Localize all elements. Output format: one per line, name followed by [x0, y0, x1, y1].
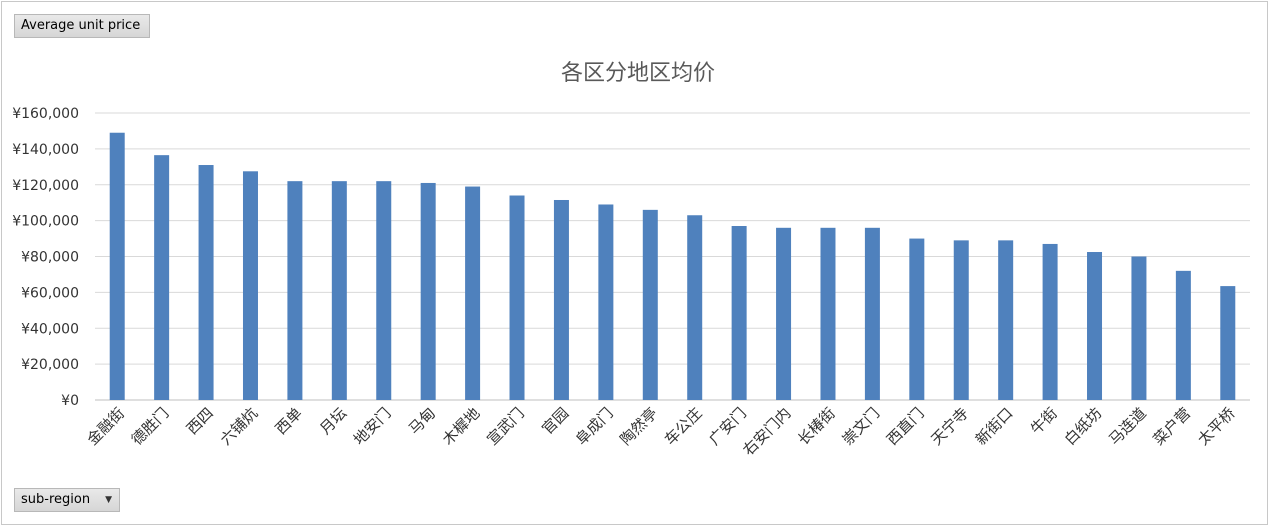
y-tick-label: ¥20,000 [21, 357, 79, 373]
bar[interactable] [287, 181, 303, 400]
bar[interactable] [953, 240, 969, 400]
bar[interactable] [331, 181, 347, 400]
x-tick-label: 西四 [183, 404, 217, 438]
bar[interactable] [109, 132, 125, 400]
bar[interactable] [687, 215, 703, 400]
x-tick-label: 崇文门 [839, 404, 884, 449]
x-tick-label: 陶然亭 [617, 404, 662, 449]
x-tick-label: 牛街 [1027, 404, 1061, 438]
x-axis-tick-labels: 金融街 德胜门 西四 六铺炕 西单 月坛 地安门 马甸 木樨地 宣武门 官园 阜成门 陶然亭 车公庄 广安门… [83, 404, 1238, 459]
x-tick-label: 太平桥 [1194, 404, 1239, 449]
x-tick-label: 木樨地 [439, 404, 484, 449]
y-tick-label: ¥0 [61, 393, 79, 409]
bar[interactable] [1175, 270, 1191, 400]
bar[interactable] [864, 227, 880, 400]
bar[interactable] [1131, 256, 1147, 401]
x-tick-label: 地安门 [350, 404, 395, 449]
x-tick-label: 新街口 [972, 404, 1017, 449]
y-axis-tick-labels: ¥0 ¥20,000 ¥40,000 ¥60,000 ¥80,000 ¥100,000 ¥1… [12, 106, 79, 409]
bar[interactable] [376, 181, 392, 400]
bar[interactable] [998, 240, 1014, 400]
bar[interactable] [420, 182, 436, 400]
bar[interactable] [154, 155, 170, 400]
bar[interactable] [1220, 286, 1236, 400]
y-tick-label: ¥80,000 [21, 250, 79, 266]
bar[interactable] [909, 238, 925, 400]
x-tick-label: 金融街 [83, 404, 128, 449]
y-tick-label: ¥40,000 [21, 321, 79, 337]
x-tick-label: 宣武门 [483, 404, 528, 449]
bar[interactable] [642, 209, 658, 400]
x-tick-label: 西直门 [883, 404, 928, 449]
bar[interactable] [1042, 243, 1058, 400]
bar[interactable] [598, 204, 614, 400]
bar[interactable] [198, 165, 214, 400]
bars [109, 132, 1236, 401]
x-tick-label: 菜户营 [1150, 404, 1195, 449]
x-tick-label: 德胜门 [128, 404, 173, 449]
x-tick-label: 月坛 [316, 404, 350, 438]
triangle-down-icon[interactable]: ▼ [105, 495, 112, 505]
bar[interactable] [820, 227, 836, 400]
value-field-label: Average unit price [21, 18, 141, 33]
bar[interactable] [509, 195, 525, 400]
bar[interactable] [776, 227, 792, 400]
y-tick-label: ¥100,000 [12, 214, 79, 230]
y-tick-label: ¥160,000 [12, 106, 79, 122]
bar[interactable] [553, 199, 569, 400]
x-tick-label: 天宁寺 [928, 404, 973, 449]
value-field-button[interactable]: Average unit price [14, 14, 150, 38]
bar[interactable] [465, 186, 481, 400]
y-tick-label: ¥60,000 [21, 285, 79, 301]
gridlines [95, 112, 1250, 401]
x-tick-label: 白纸坊 [1061, 404, 1106, 449]
x-tick-label: 官园 [538, 404, 572, 438]
y-tick-label: ¥120,000 [12, 178, 79, 194]
x-tick-label: 右安门内 [739, 404, 794, 459]
axis-field-label: sub-region [21, 492, 91, 507]
axis-field-button[interactable]: sub-region ▼ [14, 488, 120, 512]
x-tick-label: 马甸 [405, 404, 439, 438]
bar[interactable] [242, 171, 258, 400]
x-tick-label: 六铺炕 [217, 404, 262, 449]
x-tick-label: 长椿街 [794, 404, 839, 449]
chart-title: 各区分地区均价 [561, 61, 715, 86]
bar[interactable] [1087, 252, 1103, 400]
y-tick-label: ¥140,000 [12, 142, 79, 158]
x-tick-label: 车公庄 [661, 404, 706, 449]
x-tick-label: 阜成门 [572, 404, 617, 449]
x-tick-label: 马连道 [1105, 404, 1150, 449]
x-tick-label: 西单 [272, 404, 306, 438]
bar[interactable] [731, 226, 747, 400]
